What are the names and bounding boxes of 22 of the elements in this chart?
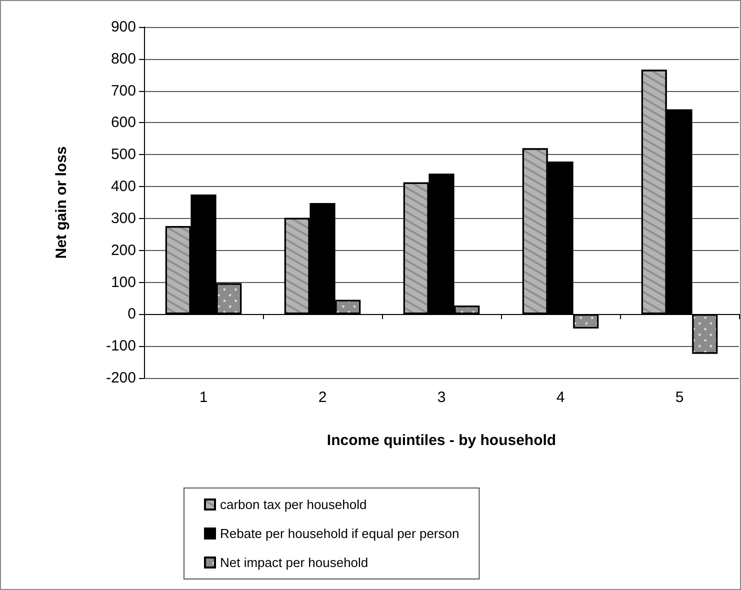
y-tick-label: -200 [106, 370, 136, 386]
y-tick-label: 300 [110, 210, 136, 227]
x-tick-label: 5 [675, 389, 684, 406]
legend-label: carbon tax per household [220, 497, 367, 512]
x-tick-label: 2 [318, 389, 327, 406]
y-tick-label: 700 [110, 82, 136, 100]
y-tick-label: 600 [110, 114, 136, 132]
y-axis-title: Net gain or loss [53, 146, 70, 259]
x-tick-label: 4 [556, 389, 565, 406]
y-tick-label: 0 [128, 306, 136, 323]
x-tick-label: 3 [437, 389, 446, 406]
x-axis-title: Income quintiles - by household [326, 432, 556, 449]
y-tick-label: 800 [110, 50, 136, 68]
y-tick-label: -100 [106, 338, 136, 355]
y-tick-label: 200 [110, 242, 136, 259]
x-tick-label: 1 [199, 389, 208, 406]
y-tick-label: 400 [110, 178, 136, 196]
legend-label: Rebate per household if equal per person [220, 526, 460, 541]
y-tick-label: 900 [110, 18, 136, 36]
y-tick-label: 100 [110, 274, 136, 291]
y-tick-label: 500 [110, 146, 136, 164]
legend-label: Net impact per household [220, 555, 368, 570]
